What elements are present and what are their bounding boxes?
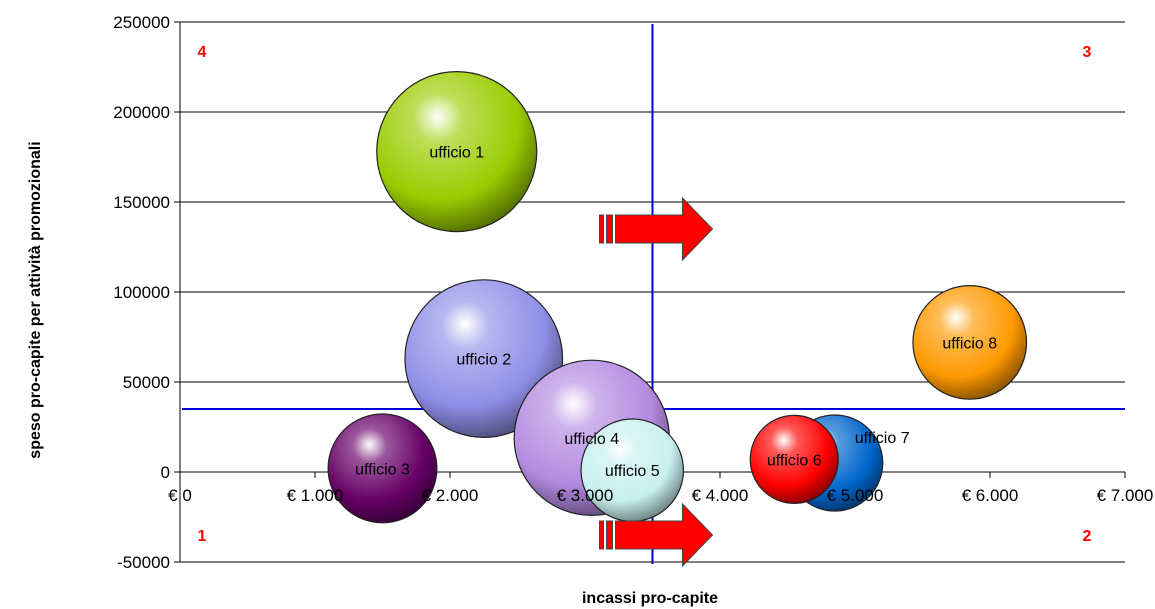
bubble-ufficio-3 xyxy=(327,413,438,524)
quadrant-label-1: 1 xyxy=(198,528,207,545)
x-tick-label: € 2.000 xyxy=(422,486,479,505)
bubble-label-ufficio-8: ufficio 8 xyxy=(942,335,997,352)
arrows xyxy=(599,196,714,568)
x-tick-label: € 4.000 xyxy=(692,486,749,505)
x-tick-label: € 6.000 xyxy=(962,486,1019,505)
quadrant-label-2: 2 xyxy=(1083,528,1092,545)
x-tick-labels: € 0 € 1.000 € 2.000 € 3.000 € 4.000 € 5.000 € … xyxy=(168,486,1153,505)
bubbles: ufficio 1 ufficio 2 ufficio 3 ufficio 4 uffi… xyxy=(327,71,1028,524)
y-tick-label: 150000 xyxy=(113,193,170,212)
x-axis-title: incassi pro-capite xyxy=(582,590,718,607)
bubble-label-ufficio-4: ufficio 4 xyxy=(564,431,619,448)
y-tick-label: -50000 xyxy=(117,553,170,572)
arrow-right-2 xyxy=(599,502,714,568)
x-tick-label: € 0 xyxy=(168,486,192,505)
arrow-right-1 xyxy=(599,196,714,262)
x-tick-label: € 5.000 xyxy=(827,486,884,505)
quadrant-label-3: 3 xyxy=(1083,44,1092,61)
bubble-label-ufficio-6: ufficio 6 xyxy=(767,452,822,469)
y-tick-label: 200000 xyxy=(113,103,170,122)
y-tick-label: 0 xyxy=(161,463,170,482)
y-tick-label: 100000 xyxy=(113,283,170,302)
y-tick-label: 50000 xyxy=(123,373,170,392)
x-tick-label: € 7.000 xyxy=(1097,486,1154,505)
y-tick-label: 250000 xyxy=(113,13,170,32)
bubble-label-ufficio-1: ufficio 1 xyxy=(429,145,484,162)
x-tick-label: € 1.000 xyxy=(287,486,344,505)
bubble-label-ufficio-3: ufficio 3 xyxy=(355,461,410,478)
bubble-ufficio-8 xyxy=(912,285,1028,400)
y-axis-title: speso pro-capite per attività promoziona… xyxy=(27,141,44,458)
bubble-ufficio-6 xyxy=(749,414,839,504)
quadrant-labels: 4 3 1 2 xyxy=(198,44,1092,545)
bubble-label-ufficio-7: ufficio 7 xyxy=(855,430,910,447)
bubble-label-ufficio-2: ufficio 2 xyxy=(456,352,511,369)
y-tick-labels: -50000 0 50000 100000 150000 200000 250000 xyxy=(113,13,170,572)
bubble-label-ufficio-5: ufficio 5 xyxy=(605,463,660,480)
bubble-ufficio-2 xyxy=(404,279,564,438)
x-tick-label: € 3.000 xyxy=(557,486,614,505)
bubble-ufficio-1 xyxy=(376,71,538,233)
quadrant-label-4: 4 xyxy=(198,44,207,61)
